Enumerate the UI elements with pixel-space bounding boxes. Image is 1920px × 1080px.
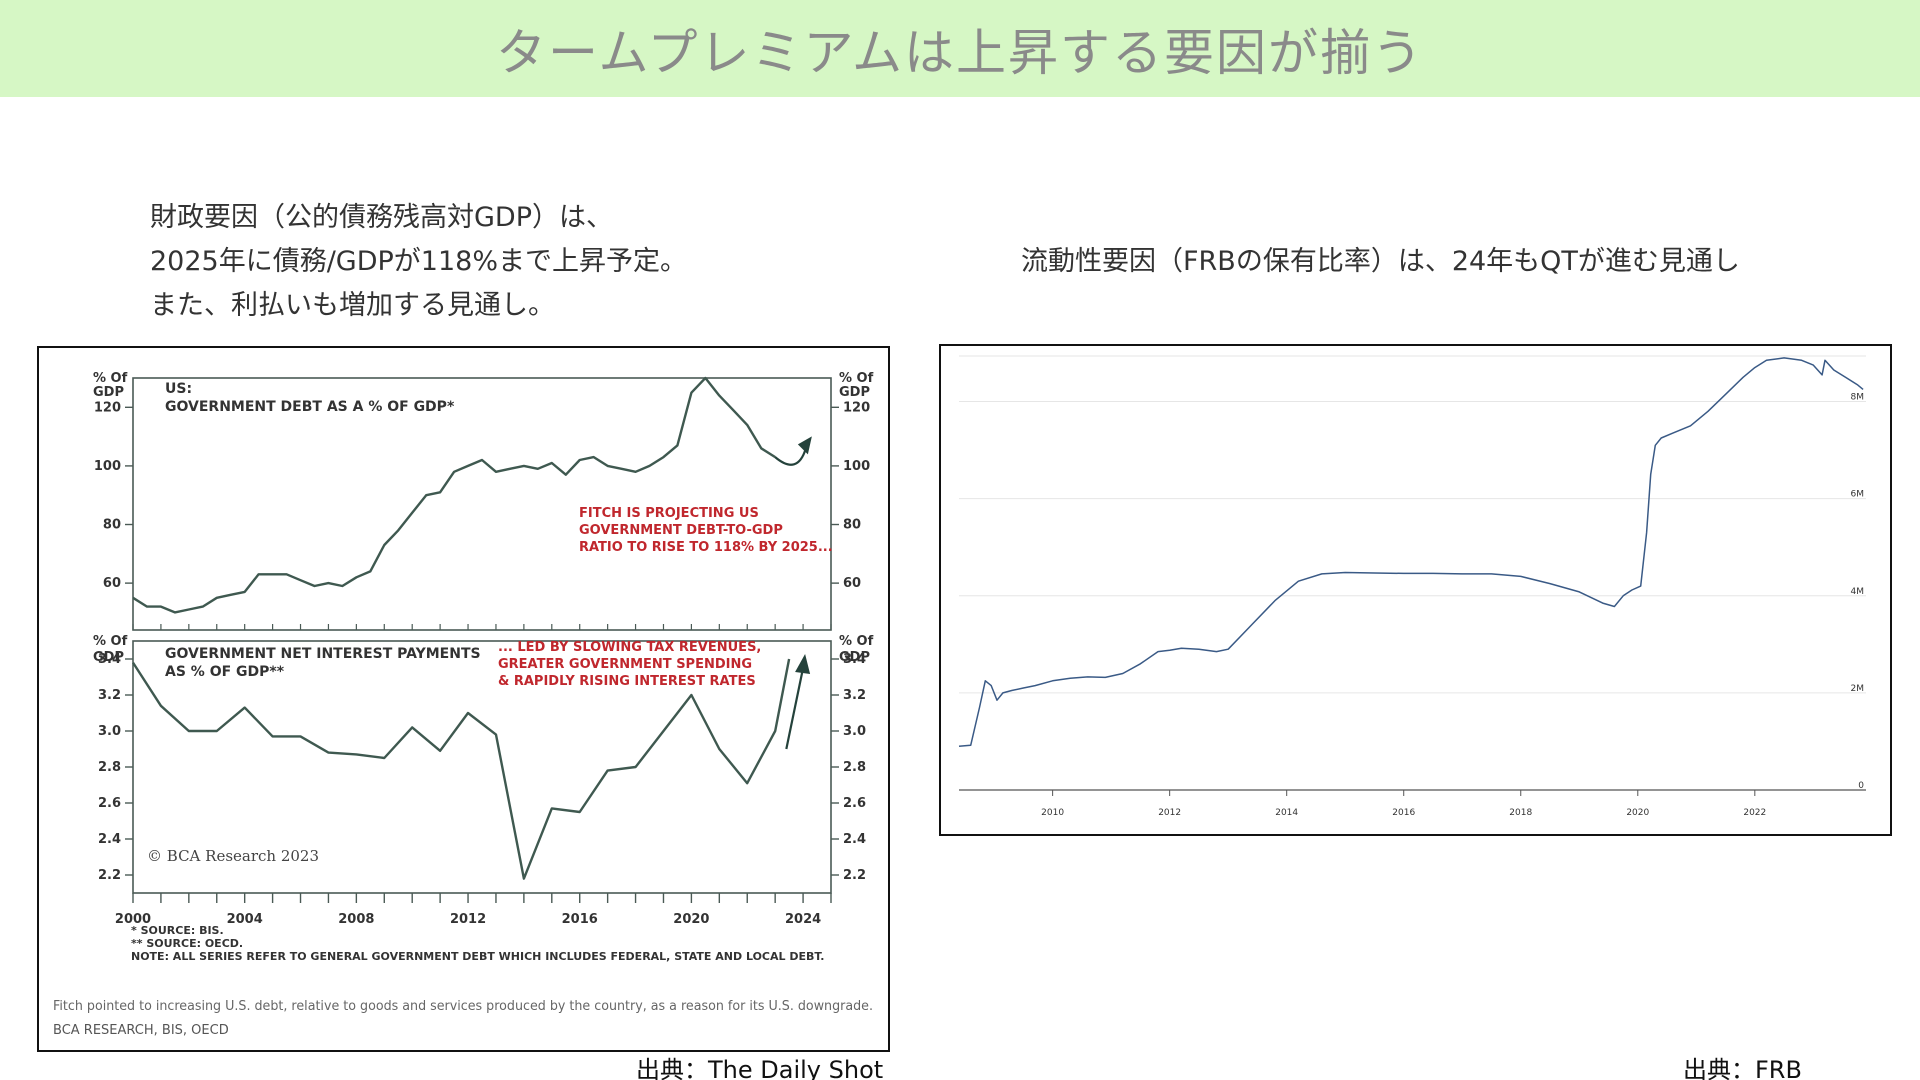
bottom-ytick-label-left: 3.2 bbox=[98, 688, 121, 703]
projection-arrows bbox=[785, 436, 812, 750]
note-source-oecd: ** SOURCE: OECD. bbox=[131, 937, 243, 950]
fed-gridlines bbox=[959, 355, 1866, 791]
footer-source: BCA RESEARCH, BIS, OECD bbox=[53, 1023, 229, 1038]
note-general: NOTE: ALL SERIES REFER TO GENERAL GOVERN… bbox=[131, 950, 824, 963]
bottom-ytick-label-left: 2.6 bbox=[98, 796, 121, 811]
bottom-ytick-label-left: 2.8 bbox=[98, 760, 121, 775]
left-source: 出典：The Daily Shot bbox=[636, 1056, 884, 1080]
bottom-ytick-label-left: 2.2 bbox=[98, 868, 121, 883]
debt-chart: % Of GDP % Of GDP US: GOVERNMENT DEBT AS… bbox=[53, 371, 874, 1038]
top-ytick-label-right: 100 bbox=[843, 459, 870, 474]
bottom-ytick-label-right: 2.8 bbox=[843, 760, 866, 775]
debt-to-gdp-line bbox=[132, 376, 776, 614]
bottom-ytick-label-right: 2.2 bbox=[843, 868, 866, 883]
top-ytick-label-left: 60 bbox=[103, 576, 121, 591]
top-annotation-2: GOVERNMENT DEBT-TO-GDP bbox=[579, 523, 783, 538]
top-ytick-label-right: 60 bbox=[843, 576, 861, 591]
fed-ytick-label: 0 bbox=[1858, 781, 1864, 791]
right-caption-line1: 流動性要因（FRBの保有比率）は、24年もQTが進む見通し bbox=[1021, 246, 1740, 277]
right-source: 出典：FRB bbox=[1683, 1056, 1802, 1080]
note-source-bis: * SOURCE: BIS. bbox=[131, 924, 224, 937]
page-title: タームプレミアムは上昇する要因が揃う bbox=[496, 23, 1424, 82]
fed-chart-panel: 2010 2012 2014 2016 2018 2020 2022 0 2M 4M 6M 8M bbox=[939, 344, 1892, 836]
top-annotation-3: RATIO TO RISE TO 118% BY 2025... bbox=[579, 540, 833, 555]
fed-xtick-label: 2022 bbox=[1743, 808, 1766, 818]
left-caption-line2: 2025年に債務/GDPが118%まで上昇予定。 bbox=[150, 246, 687, 277]
fed-xtick-label: 2020 bbox=[1626, 808, 1649, 818]
fed-ytick-label: 2M bbox=[1851, 684, 1865, 694]
xtick-label: 2016 bbox=[562, 912, 598, 927]
xtick-label: 2004 bbox=[227, 912, 263, 927]
bottom-chart-title-2: AS % OF GDP** bbox=[165, 664, 285, 680]
top-ytick-label-left: 120 bbox=[94, 400, 121, 415]
fed-balance-chart: 2010 2012 2014 2016 2018 2020 2022 0 2M 4M 6M 8M bbox=[958, 355, 1866, 818]
bca-credit: © BCA Research 2023 bbox=[147, 847, 319, 865]
fed-balance-line bbox=[958, 357, 1864, 748]
top-annotation-1: FITCH IS PROJECTING US bbox=[579, 506, 759, 521]
fed-ytick-label: 4M bbox=[1851, 587, 1865, 597]
xtick-label: 2008 bbox=[338, 912, 374, 927]
bottom-ytick-label-right: 3.2 bbox=[843, 688, 866, 703]
xtick-label: 2020 bbox=[673, 912, 709, 927]
top-chart-title-2: GOVERNMENT DEBT AS A % OF GDP* bbox=[165, 399, 455, 415]
top-ytick-label-right: 80 bbox=[843, 518, 861, 533]
top-ytick-label-right: 120 bbox=[843, 400, 870, 415]
left-caption-line3: また、利払いも増加する見通し。 bbox=[150, 290, 555, 321]
fed-xtick-label: 2014 bbox=[1275, 808, 1298, 818]
xtick-label: 2024 bbox=[785, 912, 821, 927]
bottom-ytick-label-left: 2.4 bbox=[98, 832, 121, 847]
fed-series bbox=[958, 357, 1864, 748]
top-chart-frame bbox=[132, 377, 832, 631]
bottom-ytick-label-right: 3.4 bbox=[843, 652, 866, 667]
footer-caption: Fitch pointed to increasing U.S. debt, r… bbox=[53, 999, 873, 1014]
left-caption-line1: 財政要因（公的債務残高対GDP）は、 bbox=[150, 202, 613, 233]
xtick-label: 2012 bbox=[450, 912, 486, 927]
interest-arrow-head bbox=[795, 654, 811, 674]
bottom-ytick-label-left: 3.4 bbox=[98, 652, 121, 667]
fed-xtick-label: 2018 bbox=[1509, 808, 1532, 818]
top-series bbox=[132, 376, 807, 614]
bottom-ytick-label-right: 3.0 bbox=[843, 724, 866, 739]
top-ytick-label-left: 80 bbox=[103, 518, 121, 533]
fed-x-axis: 2010 2012 2014 2016 2018 2020 2022 bbox=[1041, 790, 1766, 818]
interest-arrow-shaft bbox=[785, 667, 805, 750]
top-frame-rect bbox=[132, 377, 832, 631]
bottom-ytick-label-right: 2.4 bbox=[843, 832, 866, 847]
bottom-chart-title-1: GOVERNMENT NET INTEREST PAYMENTS bbox=[165, 646, 481, 662]
bottom-series bbox=[131, 658, 791, 880]
bottom-ytick-label-left: 3.0 bbox=[98, 724, 121, 739]
debt-projection-curve bbox=[774, 447, 807, 466]
fed-xtick-label: 2010 bbox=[1041, 808, 1064, 818]
top-ytick-label-left: 100 bbox=[94, 459, 121, 474]
top-axis-label-right-2: GDP bbox=[839, 385, 870, 400]
top-y-ticks: 60 60 80 80 100 100 120 120 bbox=[94, 400, 870, 591]
x-axis-ticks: 2000 2004 2008 2012 2016 2020 2024 bbox=[115, 624, 832, 927]
right-caption: 流動性要因（FRBの保有比率）は、24年もQTが進む見通し bbox=[1021, 240, 1881, 284]
bottom-axis-label-left-2: GDP bbox=[93, 650, 124, 665]
debt-arrow-head bbox=[797, 436, 812, 455]
fed-xtick-label: 2012 bbox=[1158, 808, 1181, 818]
debt-chart-panel: % Of GDP % Of GDP US: GOVERNMENT DEBT AS… bbox=[37, 346, 890, 1052]
top-chart-title-1: US: bbox=[165, 381, 192, 397]
bottom-axis-label-left-1: % Of bbox=[93, 634, 128, 649]
header-banner: タームプレミアムは上昇する要因が揃う bbox=[0, 0, 1920, 97]
fed-ytick-label: 6M bbox=[1851, 490, 1865, 500]
bottom-annotation-2: GREATER GOVERNMENT SPENDING bbox=[498, 657, 752, 672]
bottom-annotation-1: ... LED BY SLOWING TAX REVENUES, bbox=[498, 640, 761, 655]
bottom-axis-label-right-1: % Of bbox=[839, 634, 874, 649]
fed-y-axis: 0 2M 4M 6M 8M bbox=[1851, 393, 1865, 791]
top-axis-label-left-1: % Of bbox=[93, 371, 128, 386]
bottom-axis-label-right-2: GDP bbox=[839, 650, 870, 665]
fed-xtick-label: 2016 bbox=[1392, 808, 1415, 818]
left-caption: 財政要因（公的債務残高対GDP）は、 2025年に債務/GDPが118%まで上昇… bbox=[150, 196, 870, 328]
bottom-y-ticks: 2.2 2.2 2.4 2.4 2.6 2.6 2.8 2.8 3.0 3.0 3.2 3.2 3.4 3… bbox=[98, 652, 866, 883]
bottom-ytick-label-right: 2.6 bbox=[843, 796, 866, 811]
interest-payments-line bbox=[131, 658, 791, 880]
top-axis-label-right-1: % Of bbox=[839, 371, 874, 386]
bottom-annotation-3: & RAPIDLY RISING INTEREST RATES bbox=[498, 674, 756, 689]
xtick-label: 2000 bbox=[115, 912, 151, 927]
top-axis-label-left-2: GDP bbox=[93, 385, 124, 400]
fed-ytick-label: 8M bbox=[1851, 393, 1865, 403]
